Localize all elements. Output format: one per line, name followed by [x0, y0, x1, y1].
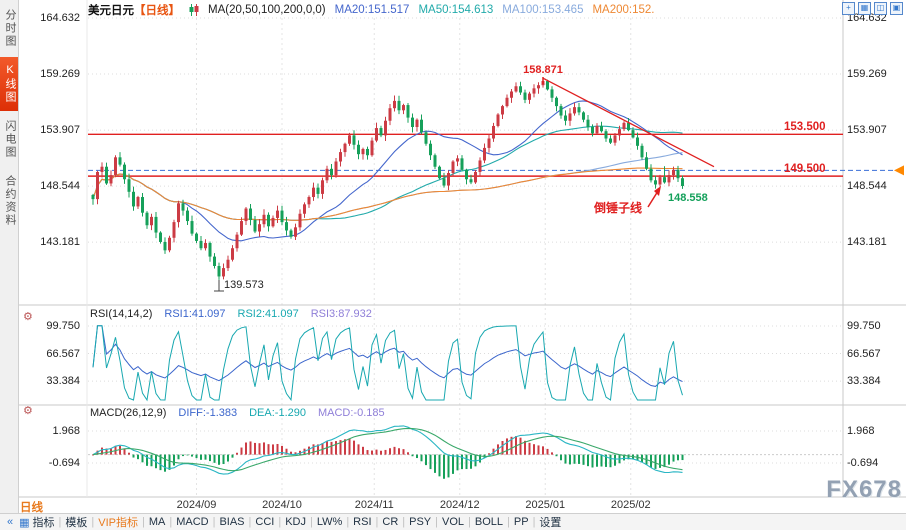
toolbar-separator: |	[435, 516, 438, 528]
toolbar-item-KDJ[interactable]: KDJ	[285, 516, 306, 528]
toolbar-item-MACD[interactable]: MACD	[176, 516, 209, 528]
toolbar-separator: |	[532, 516, 536, 528]
rsi-settings-icon[interactable]: ⚙	[23, 311, 33, 323]
toolbar-item-CCI[interactable]: CCI	[255, 516, 275, 528]
toolbar-separator: |	[91, 516, 95, 528]
toolbar-item-LW%[interactable]: LW%	[316, 516, 343, 528]
peak-price-annotation: 158.871	[523, 64, 563, 76]
ma-settings-label: MA(20,50,100,200,0,0)	[208, 4, 326, 16]
toolbar-separator: |	[402, 516, 406, 528]
toolbar-separator: |	[375, 516, 379, 528]
collapse-toolbar-icon[interactable]: «	[7, 516, 14, 528]
sidebar-item-time-chart[interactable]: 分时图	[4, 9, 16, 48]
toolbar-separator: |	[58, 516, 62, 528]
last-price-annotation: 148.558	[668, 192, 708, 204]
toolbar-separator: |	[468, 516, 471, 528]
trough-price-annotation: 139.573	[224, 279, 264, 291]
toolbar-item-BOLL[interactable]: BOLL	[474, 516, 504, 528]
chart-toolbar-icons: + ▦ ◫ ▣	[842, 2, 903, 15]
toolbar-item-VIP指标[interactable]: VIP指标	[98, 517, 138, 529]
toolbar-item-PP[interactable]: PP	[513, 516, 529, 528]
toolbar-separator: |	[212, 516, 216, 528]
candlestick-icon	[189, 4, 199, 16]
toolbar-separator: |	[346, 516, 350, 528]
macd-diff-value: DIFF:-1.383	[178, 407, 238, 419]
crosshair-icon[interactable]: +	[842, 2, 855, 15]
ma200-value: MA200:152.	[592, 4, 655, 16]
grid-layout-icon[interactable]: ▦	[858, 2, 871, 15]
support-level-label: 149.500	[784, 163, 826, 175]
rsi-header: RSI(14,14,2) RSI1:41.097 RSI2:41.097 RSI…	[90, 308, 372, 320]
split-view-icon[interactable]: ◫	[874, 2, 887, 15]
toolbar-item-RSI[interactable]: RSI	[353, 516, 372, 528]
sidebar: 分时图 K线图 闪电图 合约资料	[0, 0, 19, 530]
toolbar-separator: |	[309, 516, 313, 528]
ma20-value: MA20:151.517	[334, 4, 410, 16]
indicators-grid-icon[interactable]: ▦	[19, 516, 30, 529]
toolbar-item-CR[interactable]: CR	[382, 516, 399, 528]
toolbar-separator: |	[278, 516, 282, 528]
rsi3-value: RSI3:87.932	[310, 308, 372, 320]
toolbar-item-设置[interactable]: 设置	[539, 517, 562, 529]
panel-view-icon[interactable]: ▣	[890, 2, 903, 15]
bottom-toolbar: « ▦ 指标 | 模板 | VIP指标 | MA | MACD | BIAS | CCI | KDJ | LW%…	[0, 513, 906, 530]
pattern-annotation: 倒锤子线	[594, 201, 643, 215]
resistance-level-label: 153.500	[784, 121, 826, 133]
toolbar-item-BIAS[interactable]: BIAS	[219, 516, 245, 528]
toolbar-item-VOL[interactable]: VOL	[442, 516, 465, 528]
symbol-title: 美元日元【日线】	[88, 2, 180, 18]
toolbar-separator: |	[169, 516, 173, 528]
rsi-title: RSI(14,14,2)	[90, 308, 153, 320]
macd-settings-icon[interactable]: ⚙	[23, 405, 33, 417]
sidebar-item-lightning-chart[interactable]: 闪电图	[4, 120, 16, 159]
macd-dea-value: DEA:-1.290	[249, 407, 306, 419]
rsi2-value: RSI2:41.097	[237, 308, 299, 320]
sidebar-item-contract-info[interactable]: 合约资料	[4, 175, 16, 227]
toolbar-separator: |	[248, 516, 252, 528]
rsi1-value: RSI1:41.097	[164, 308, 226, 320]
macd-title: MACD(26,12,9)	[90, 407, 167, 419]
toolbar-item-PSY[interactable]: PSY	[409, 516, 432, 528]
symbol-name: 美元日元	[88, 5, 134, 17]
period-tag: 【日线】	[134, 5, 180, 17]
toolbar-separator: |	[141, 516, 145, 528]
toolbar-item-模板[interactable]: 模板	[65, 517, 88, 529]
chart-header: 美元日元【日线】 MA(20,50,100,200,0,0) MA20:151.…	[88, 2, 654, 18]
toolbar-item-指标[interactable]: 指标	[32, 517, 55, 529]
ma50-value: MA50:154.613	[418, 4, 494, 16]
watermark: FX678	[826, 476, 902, 503]
ma100-value: MA100:153.465	[502, 4, 584, 16]
toolbar-item-MA[interactable]: MA	[148, 516, 166, 528]
toolbar-separator: |	[507, 516, 510, 528]
sidebar-item-kline-chart[interactable]: K线图	[0, 57, 18, 111]
period-tab[interactable]: 日线	[20, 502, 43, 514]
macd-hist-value: MACD:-0.185	[317, 407, 385, 419]
macd-header: MACD(26,12,9) DIFF:-1.383 DEA:-1.290 MAC…	[90, 407, 385, 419]
